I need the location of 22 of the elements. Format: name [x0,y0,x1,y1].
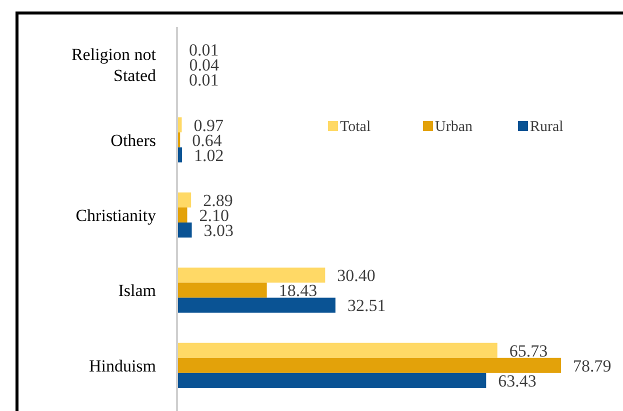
y-tick-label: Hinduism [88,356,156,376]
y-tick-label: Others [110,130,156,150]
y-tick-label: Religion not Stated [71,45,156,86]
y-tick-label: Islam [118,281,156,300]
bar [177,372,486,388]
data-label: 18.43 [278,281,318,300]
bar [177,222,192,238]
bar [177,298,336,313]
bar [177,268,326,283]
bar [177,192,192,208]
data-label: 78.79 [573,356,612,376]
legend-label: Urban [435,119,473,135]
bar [177,342,498,358]
y-tick-label: Christianity [76,206,156,225]
legend-label: Rural [530,119,564,135]
data-label: 65.73 [509,341,548,360]
legend-label: Total [340,119,371,135]
data-label: 63.43 [498,371,536,390]
data-label: 30.40 [337,266,376,286]
bar [177,358,561,373]
bar [177,282,267,298]
data-label: 32.51 [347,296,386,316]
